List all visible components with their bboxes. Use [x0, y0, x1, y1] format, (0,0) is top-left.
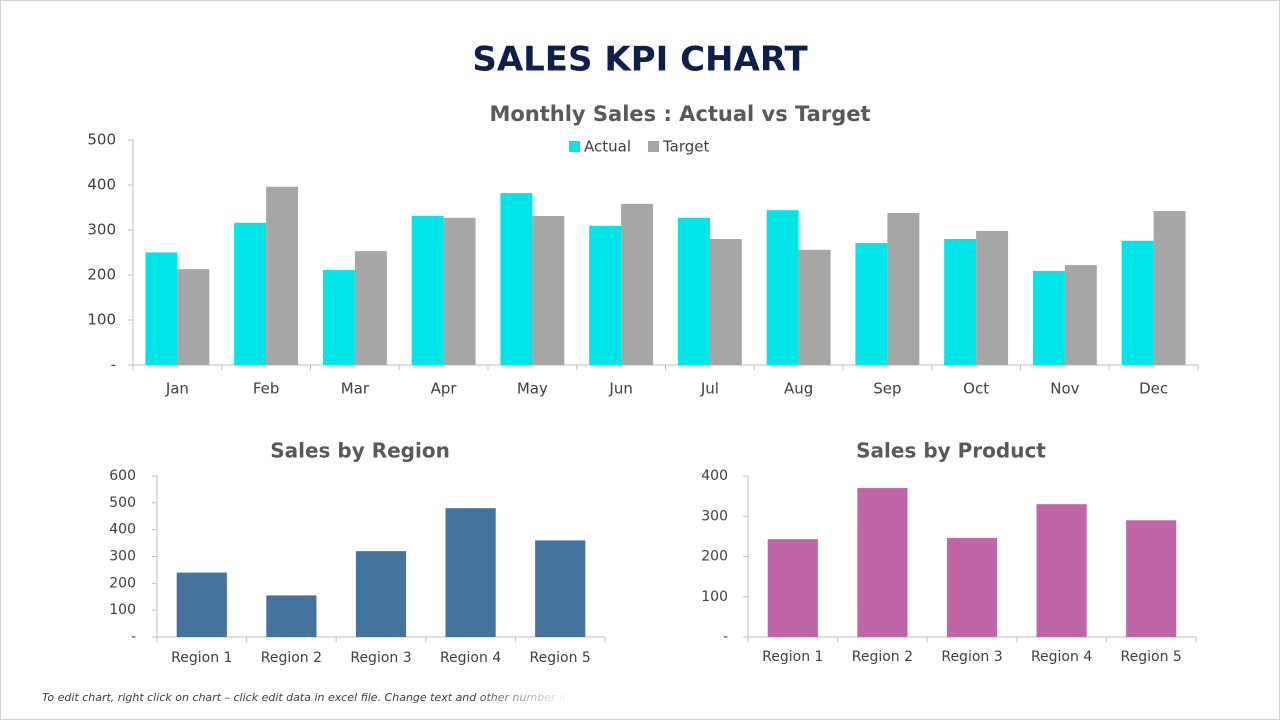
x-tick-label: Sep [873, 380, 901, 398]
chart-title: Monthly Sales : Actual vs Target [489, 102, 870, 126]
bar [887, 212, 920, 365]
bar [176, 572, 227, 637]
x-tick-label: Region 5 [530, 650, 591, 666]
y-tick-label: 200 [701, 549, 728, 565]
x-tick-label: Jan [165, 380, 189, 398]
y-tick-label: 400 [109, 522, 136, 538]
bar [976, 230, 1009, 365]
x-tick-label: Region 2 [852, 649, 913, 665]
legend-label: Actual [584, 138, 631, 156]
bar [1153, 211, 1186, 365]
x-tick-label: Region 1 [762, 649, 823, 665]
y-tick-label: 500 [87, 131, 116, 149]
bar [354, 251, 387, 365]
bar [266, 595, 317, 637]
x-tick-label: Region 4 [1031, 649, 1092, 665]
bar [946, 537, 998, 637]
y-tick-label: 500 [109, 495, 136, 511]
y-tick-label: 400 [87, 176, 116, 194]
bar [621, 203, 654, 365]
bar [322, 270, 355, 365]
bar [677, 217, 710, 365]
bar [589, 225, 622, 365]
bar [411, 216, 444, 365]
x-tick-label: Dec [1139, 380, 1168, 398]
bar [535, 540, 586, 637]
y-tick-label: 300 [87, 221, 116, 239]
y-tick-label: - [111, 356, 116, 374]
y-tick-label: 100 [87, 311, 116, 329]
x-tick-label: Jul [700, 380, 719, 398]
bar [145, 252, 178, 365]
bar [532, 216, 565, 365]
y-tick-label: 200 [109, 575, 136, 591]
x-tick-label: Nov [1050, 380, 1079, 398]
x-tick-label: May [517, 380, 548, 398]
y-tick-label: 100 [109, 602, 136, 618]
x-tick-label: Region 2 [261, 650, 322, 666]
bar [1064, 265, 1097, 365]
bar [355, 551, 407, 637]
bar [1036, 504, 1087, 637]
x-tick-label: Oct [963, 380, 989, 398]
bar [766, 210, 799, 365]
chart-title: Sales by Region [270, 439, 450, 463]
y-tick-label: 400 [701, 468, 728, 484]
y-tick-label: - [723, 629, 728, 645]
bar [500, 193, 533, 365]
bar [234, 222, 267, 365]
y-tick-label: 300 [701, 508, 728, 524]
x-tick-label: Mar [341, 380, 370, 398]
y-tick-label: 600 [109, 468, 136, 484]
chart-title: Sales by Product [856, 439, 1046, 463]
bar [855, 243, 888, 365]
bar [1032, 270, 1065, 365]
bar [1126, 520, 1177, 637]
legend-swatch [648, 141, 659, 152]
x-tick-label: Region 3 [350, 650, 411, 666]
bar [445, 508, 496, 637]
x-tick-label: Jun [608, 380, 632, 398]
y-tick-label: - [131, 629, 136, 645]
bar [857, 488, 908, 637]
x-tick-label: Feb [253, 380, 280, 398]
bar [266, 186, 299, 365]
x-tick-label: Region 5 [1121, 649, 1182, 665]
bar [177, 269, 210, 365]
footer-note: To edit chart, right click on chart – cl… [42, 691, 569, 704]
x-tick-label: Region 1 [171, 650, 232, 666]
legend-swatch [569, 141, 580, 152]
x-tick-label: Region 3 [941, 649, 1002, 665]
legend-label: Target [662, 138, 710, 156]
bar [798, 249, 831, 365]
bar [709, 239, 742, 365]
y-tick-label: 300 [109, 549, 136, 565]
x-tick-label: Apr [431, 380, 458, 398]
y-tick-label: 100 [701, 589, 728, 605]
x-tick-label: Region 4 [440, 650, 501, 666]
bar [944, 239, 977, 365]
y-tick-label: 200 [87, 266, 116, 284]
bar [1121, 240, 1154, 365]
slide-title: SALES KPI CHART [472, 40, 808, 80]
x-tick-label: Aug [784, 380, 813, 398]
bar [767, 539, 818, 637]
bar [443, 217, 476, 365]
